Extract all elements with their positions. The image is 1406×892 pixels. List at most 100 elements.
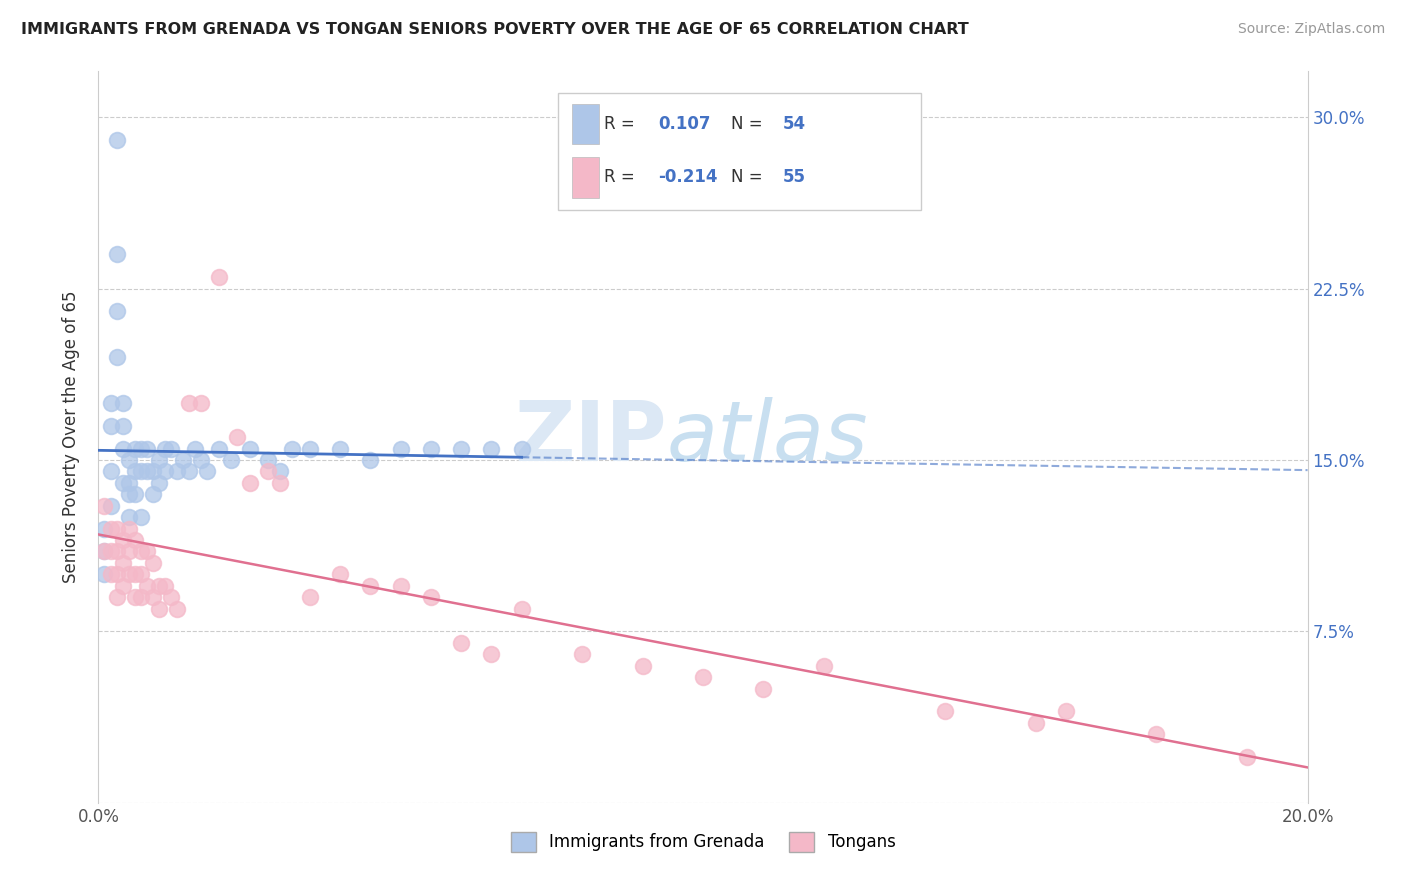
Point (450, 636, 472, 650)
Point (148, 453, 170, 467)
Point (129, 510, 152, 524)
Point (360, 453, 382, 467)
Point (129, 590, 152, 604)
Point (111, 418, 134, 433)
Point (166, 464, 188, 478)
Text: N =: N = (731, 115, 768, 133)
Point (166, 601, 188, 615)
Point (129, 442, 152, 456)
Point (389, 579, 412, 593)
Bar (572, 103, 599, 145)
Point (135, 544, 157, 558)
Point (100, 521, 122, 535)
Point (153, 579, 176, 593)
Point (190, 396, 212, 410)
Point (129, 567, 152, 582)
Point (111, 475, 134, 490)
Point (299, 442, 322, 456)
Point (111, 533, 134, 547)
Point (100, 567, 122, 582)
Point (118, 521, 141, 535)
Point (692, 670, 714, 684)
Point (329, 567, 352, 582)
Point (105, 133, 128, 147)
Point (93, 567, 115, 582)
Point (105, 350, 128, 364)
Point (256, 464, 278, 478)
Point (1236, 750, 1258, 764)
Point (118, 475, 141, 490)
Point (124, 567, 146, 582)
Point (129, 544, 152, 558)
Point (129, 464, 152, 478)
Point (118, 510, 141, 524)
Legend: Immigrants from Grenada, Tongans: Immigrants from Grenada, Tongans (502, 823, 904, 860)
Point (93, 544, 115, 558)
Point (118, 453, 141, 467)
Point (752, 681, 775, 696)
Point (631, 658, 654, 673)
Point (111, 579, 134, 593)
Point (142, 590, 165, 604)
Point (100, 396, 122, 410)
Point (124, 590, 146, 604)
Text: 0.107: 0.107 (658, 115, 711, 133)
Bar (558, 94, 921, 211)
Point (135, 442, 157, 456)
Point (195, 464, 218, 478)
Point (142, 487, 165, 501)
Point (221, 453, 243, 467)
Point (420, 442, 443, 456)
Point (510, 442, 533, 456)
Point (118, 544, 141, 558)
Text: ZIP: ZIP (515, 397, 666, 477)
Point (118, 487, 141, 501)
Point (1024, 715, 1046, 730)
Point (813, 658, 835, 673)
Text: 55: 55 (783, 169, 806, 186)
Point (153, 442, 176, 456)
Point (389, 442, 412, 456)
Point (208, 442, 231, 456)
Point (135, 464, 157, 478)
Point (93, 544, 115, 558)
Point (299, 590, 322, 604)
Text: 54: 54 (783, 115, 806, 133)
Text: R =: R = (603, 169, 640, 186)
Point (179, 464, 201, 478)
Point (239, 475, 262, 490)
Point (1144, 727, 1167, 741)
Point (281, 442, 304, 456)
Point (269, 475, 291, 490)
Point (148, 601, 170, 615)
Text: IMMIGRANTS FROM GRENADA VS TONGAN SENIORS POVERTY OVER THE AGE OF 65 CORRELATION: IMMIGRANTS FROM GRENADA VS TONGAN SENIOR… (21, 22, 969, 37)
Text: Source: ZipAtlas.com: Source: ZipAtlas.com (1237, 22, 1385, 37)
Point (450, 442, 472, 456)
Text: R =: R = (603, 115, 640, 133)
Point (111, 556, 134, 570)
Point (481, 647, 503, 661)
Point (100, 418, 122, 433)
Point (93, 521, 115, 535)
Point (124, 464, 146, 478)
Point (934, 705, 956, 719)
Point (160, 590, 183, 604)
Point (239, 442, 262, 456)
Point (269, 464, 291, 478)
Point (124, 442, 146, 456)
Point (420, 590, 443, 604)
Point (105, 304, 128, 318)
Point (124, 533, 146, 547)
Point (118, 567, 141, 582)
Point (93, 499, 115, 513)
Point (329, 442, 352, 456)
Point (111, 442, 134, 456)
Text: N =: N = (731, 169, 768, 186)
Bar (572, 157, 599, 197)
Point (148, 579, 170, 593)
Y-axis label: Seniors Poverty Over the Age of 65: Seniors Poverty Over the Age of 65 (62, 291, 80, 583)
Point (105, 567, 128, 582)
Point (226, 430, 249, 444)
Point (360, 579, 382, 593)
Point (135, 579, 157, 593)
